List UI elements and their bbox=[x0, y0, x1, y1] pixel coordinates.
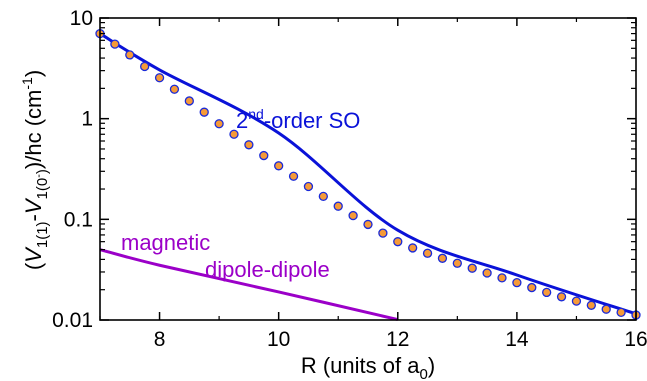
data-point bbox=[214, 119, 224, 129]
data-point bbox=[184, 96, 194, 106]
x-tick-label: 12 bbox=[386, 328, 409, 351]
dipole-dipole-curve-line bbox=[99, 248, 399, 322]
data-point bbox=[601, 304, 611, 314]
y-tick-label: 1 bbox=[81, 108, 93, 131]
data-point bbox=[318, 191, 328, 202]
data-point bbox=[616, 307, 626, 318]
x-tick-label: 10 bbox=[267, 328, 290, 351]
data-point bbox=[274, 161, 284, 171]
data-point bbox=[259, 150, 269, 161]
data-point bbox=[556, 292, 567, 302]
data-point bbox=[199, 107, 209, 117]
x-tick-label: 16 bbox=[624, 328, 647, 351]
data-point bbox=[110, 39, 120, 49]
data-point bbox=[378, 228, 388, 238]
y-tick-label: 10 bbox=[70, 7, 93, 30]
data-point bbox=[467, 263, 477, 273]
data-point bbox=[244, 140, 254, 150]
data-point bbox=[288, 171, 299, 181]
data-point bbox=[527, 282, 537, 293]
data-point bbox=[408, 243, 418, 253]
plot-frame bbox=[99, 17, 637, 321]
x-axis-label: R (units of a0) bbox=[301, 353, 435, 381]
data-point bbox=[422, 248, 433, 258]
data-point bbox=[169, 84, 180, 94]
data-point bbox=[586, 300, 596, 310]
so-curve-line bbox=[99, 32, 637, 316]
data-point bbox=[229, 129, 239, 139]
data-point bbox=[452, 258, 462, 268]
data-point bbox=[482, 268, 492, 278]
annotation-so: 2nd-order SO bbox=[236, 106, 360, 133]
data-point bbox=[348, 210, 358, 221]
y-tick-label: 0.01 bbox=[52, 309, 93, 332]
data-point bbox=[512, 277, 522, 288]
data-point bbox=[363, 219, 373, 230]
data-point bbox=[437, 253, 448, 263]
data-point bbox=[497, 273, 507, 283]
annotation-dipole-dipole: dipole-dipole bbox=[205, 257, 330, 282]
data-point bbox=[393, 237, 403, 247]
y-tick-label: 0.1 bbox=[64, 208, 93, 231]
data-point bbox=[125, 50, 135, 60]
x-tick-label: 8 bbox=[154, 328, 166, 351]
annotation-magnetic: magnetic bbox=[121, 230, 210, 255]
y-axis-label: (V1(1)-V1(0-))/hc (cm-1) bbox=[19, 70, 51, 270]
data-point bbox=[154, 73, 165, 83]
x-tick-label: 14 bbox=[505, 328, 529, 351]
data-point bbox=[333, 201, 343, 211]
data-point bbox=[140, 61, 150, 72]
data-point bbox=[303, 181, 314, 192]
data-point bbox=[571, 296, 582, 306]
data-point bbox=[542, 287, 552, 298]
